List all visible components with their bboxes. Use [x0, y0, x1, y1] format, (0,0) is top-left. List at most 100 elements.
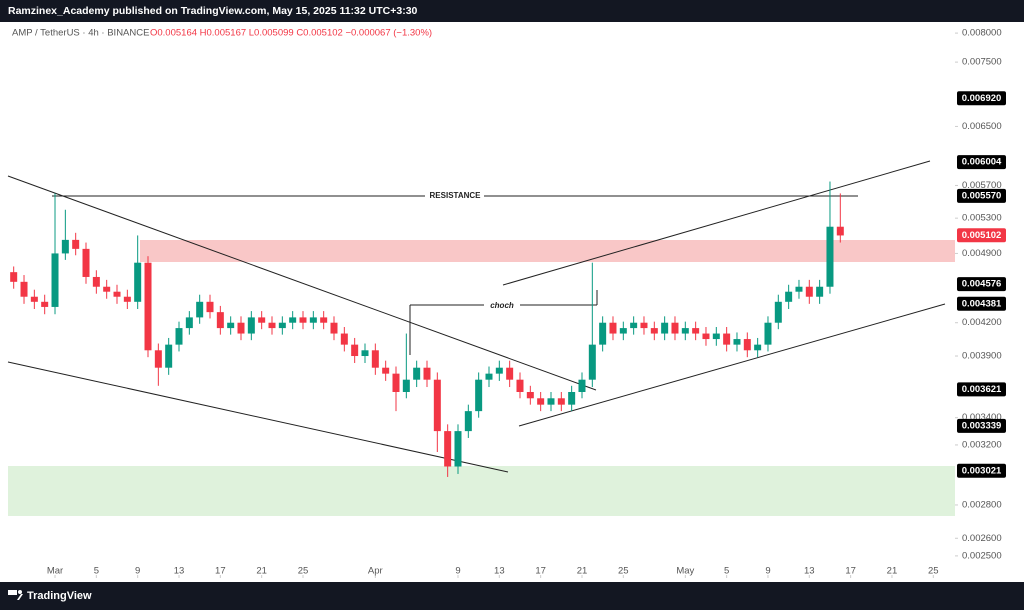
- candle-body: [650, 328, 658, 334]
- price-label-box: [957, 382, 1006, 397]
- candle-body: [309, 317, 317, 323]
- candle-body: [206, 301, 214, 313]
- candle-body: [712, 333, 720, 340]
- x-tick-label: 21: [887, 566, 898, 577]
- candle-body: [258, 317, 266, 323]
- price-label: 0.006004: [962, 157, 1002, 168]
- candle-body: [805, 286, 813, 297]
- candle-body: [495, 367, 503, 374]
- y-tick-label: 0.003900: [962, 351, 1002, 362]
- candle-body: [630, 322, 638, 329]
- x-tick-label: 25: [298, 566, 309, 577]
- price-label: 0.004381: [962, 298, 1002, 309]
- candle-body: [702, 333, 710, 340]
- y-tick-label: 0.003400: [962, 412, 1002, 423]
- candle-body: [196, 301, 204, 318]
- candle-body: [836, 226, 844, 236]
- candle-body: [547, 398, 555, 405]
- demand-zone: [8, 466, 955, 516]
- y-tick-label: 0.005700: [962, 180, 1002, 191]
- candle-body: [10, 272, 18, 282]
- candle-body: [423, 367, 431, 380]
- candle-body: [134, 262, 142, 302]
- candle-body: [351, 344, 359, 357]
- price-label-box: [957, 277, 1006, 292]
- y-tick-label: 0.006500: [962, 121, 1002, 132]
- candle-body: [671, 322, 679, 334]
- price-label-box: [957, 463, 1006, 478]
- candle-body: [609, 322, 617, 334]
- candle-body: [82, 248, 90, 277]
- candle-body: [113, 291, 121, 297]
- price-label: 0.005570: [962, 190, 1002, 201]
- candle-body: [247, 317, 255, 334]
- candle-body: [299, 317, 307, 323]
- candle-body: [578, 379, 586, 392]
- candle-body: [216, 312, 224, 329]
- candle-body: [289, 317, 297, 323]
- candle-body: [619, 328, 627, 334]
- candle-body: [568, 391, 576, 405]
- x-tick-label: 25: [928, 566, 939, 577]
- footer-brand: TradingView: [27, 590, 92, 602]
- candle-body: [371, 350, 379, 368]
- candle-body: [51, 253, 59, 307]
- trend-lines: [7, 160, 946, 473]
- candle-body: [754, 344, 762, 351]
- y-tick-label: 0.002800: [962, 499, 1002, 510]
- choch-label: choch: [490, 301, 514, 310]
- x-tick-label: 17: [215, 566, 226, 577]
- ohlc-legend: O0.005164 H0.005167 L0.005099 C0.005102 …: [150, 28, 432, 39]
- y-tick-label: 0.008000: [962, 28, 1002, 39]
- candle-body: [61, 239, 69, 254]
- candle-body: [92, 276, 100, 287]
- candle-body: [268, 322, 276, 329]
- candle-body: [123, 296, 131, 302]
- candle-body: [826, 226, 834, 287]
- candle-body: [361, 350, 369, 357]
- candle-body: [506, 367, 514, 380]
- candle-body: [723, 333, 731, 345]
- candle-body: [444, 431, 452, 467]
- candle-body: [743, 339, 751, 351]
- x-tick-label: 17: [535, 566, 546, 577]
- price-label-box: [957, 296, 1006, 311]
- candle-body: [237, 322, 245, 334]
- candle-body: [485, 373, 493, 380]
- y-tick-label: 0.002600: [962, 533, 1002, 544]
- y-tick-label: 0.005300: [962, 213, 1002, 224]
- candle-body: [41, 301, 49, 307]
- candle-body: [165, 344, 173, 368]
- price-label: 0.003621: [962, 384, 1002, 395]
- footer-bar: [0, 582, 1024, 610]
- candle-body: [661, 322, 669, 334]
- candle-body: [454, 431, 462, 467]
- x-tick-label: 9: [135, 566, 140, 577]
- price-label: 0.003339: [962, 420, 1002, 431]
- x-tick-label: 5: [724, 566, 729, 577]
- price-label: 0.003021: [962, 465, 1002, 476]
- price-label-box: [957, 188, 1006, 203]
- candle-body: [692, 328, 700, 334]
- x-tick-label: 13: [804, 566, 815, 577]
- x-tick-label: 17: [845, 566, 856, 577]
- candle-body: [733, 339, 741, 345]
- y-tick-label: 0.004900: [962, 248, 1002, 259]
- candle-body: [640, 322, 648, 329]
- y-tick-label: 0.007500: [962, 57, 1002, 68]
- x-tick-label: 9: [765, 566, 770, 577]
- candle-body: [785, 291, 793, 302]
- candle-body: [764, 322, 772, 345]
- candle-body: [433, 379, 441, 432]
- y-tick-label: 0.002500: [962, 550, 1002, 561]
- candle-body: [30, 296, 38, 302]
- candle-body: [144, 262, 152, 351]
- symbol-label: AMP / TetherUS · 4h · BINANCE: [12, 28, 149, 39]
- x-tick-label: 5: [94, 566, 99, 577]
- candle-body: [72, 239, 80, 249]
- candle-body: [392, 373, 400, 392]
- candle-body: [516, 379, 524, 392]
- candle-body: [103, 286, 111, 292]
- candle-body: [340, 333, 348, 345]
